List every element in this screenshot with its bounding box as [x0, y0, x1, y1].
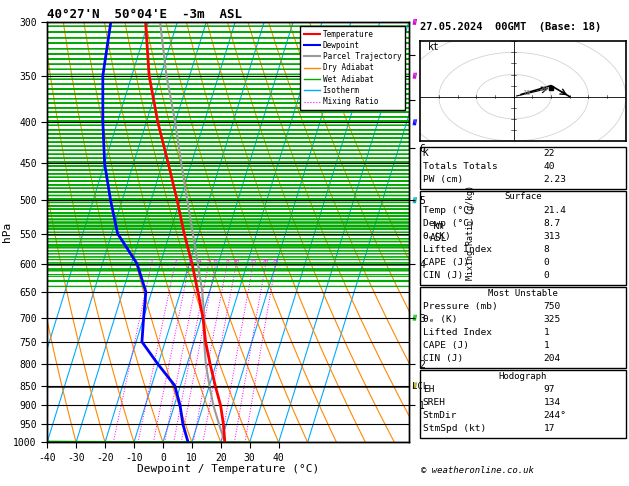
Text: 750: 750 — [543, 302, 561, 311]
Text: 25: 25 — [272, 259, 279, 264]
Text: Lifted Index: Lifted Index — [423, 328, 492, 337]
Text: 15: 15 — [250, 259, 257, 264]
Text: kt: kt — [428, 42, 440, 52]
Text: CAPE (J): CAPE (J) — [423, 341, 469, 350]
Text: 1: 1 — [543, 341, 549, 350]
Text: 97: 97 — [543, 385, 555, 394]
Text: 2.23: 2.23 — [543, 175, 567, 184]
Text: 4: 4 — [198, 259, 202, 264]
Text: 6: 6 — [214, 259, 218, 264]
Text: CIN (J): CIN (J) — [423, 354, 463, 364]
Text: 20: 20 — [539, 86, 548, 92]
Text: 10: 10 — [523, 90, 531, 96]
Text: StmSpd (kt): StmSpd (kt) — [423, 424, 486, 434]
Text: Dewp (°C): Dewp (°C) — [423, 219, 474, 228]
Text: 22: 22 — [543, 149, 555, 158]
Text: θₑ (K): θₑ (K) — [423, 315, 457, 324]
Y-axis label: km
ASL: km ASL — [430, 221, 448, 243]
Text: Lifted Index: Lifted Index — [423, 245, 492, 254]
Text: 1: 1 — [543, 328, 549, 337]
Text: 0: 0 — [543, 271, 549, 280]
Text: 313: 313 — [543, 232, 561, 241]
Text: Surface: Surface — [504, 192, 542, 202]
Text: 40: 40 — [543, 162, 555, 171]
Text: Most Unstable: Most Unstable — [488, 289, 558, 298]
Text: 1: 1 — [150, 259, 153, 264]
Text: Totals Totals: Totals Totals — [423, 162, 498, 171]
Text: PW (cm): PW (cm) — [423, 175, 463, 184]
Text: Pressure (mb): Pressure (mb) — [423, 302, 498, 311]
Legend: Temperature, Dewpoint, Parcel Trajectory, Dry Adiabat, Wet Adiabat, Isotherm, Mi: Temperature, Dewpoint, Parcel Trajectory… — [301, 26, 405, 110]
Text: 5: 5 — [207, 259, 210, 264]
Text: SREH: SREH — [423, 398, 446, 407]
Text: 40°27'N  50°04'E  -3m  ASL: 40°27'N 50°04'E -3m ASL — [47, 8, 242, 21]
Text: θₑ(K): θₑ(K) — [423, 232, 452, 241]
Text: 8: 8 — [225, 259, 229, 264]
Text: CIN (J): CIN (J) — [423, 271, 463, 280]
Y-axis label: hPa: hPa — [2, 222, 12, 242]
X-axis label: Dewpoint / Temperature (°C): Dewpoint / Temperature (°C) — [137, 464, 319, 474]
Text: 10: 10 — [232, 259, 240, 264]
Text: Temp (°C): Temp (°C) — [423, 206, 474, 215]
Text: K: K — [423, 149, 428, 158]
Text: 325: 325 — [543, 315, 561, 324]
Text: Mixing Ratio (g/kg): Mixing Ratio (g/kg) — [466, 185, 475, 279]
Text: 8.7: 8.7 — [543, 219, 561, 228]
Text: 244°: 244° — [543, 411, 567, 420]
Text: 2: 2 — [173, 259, 177, 264]
Text: 27.05.2024  00GMT  (Base: 18): 27.05.2024 00GMT (Base: 18) — [420, 22, 601, 32]
Text: Hodograph: Hodograph — [499, 372, 547, 381]
Text: 3: 3 — [187, 259, 191, 264]
Text: 20: 20 — [262, 259, 269, 264]
Text: CAPE (J): CAPE (J) — [423, 258, 469, 267]
Text: 204: 204 — [543, 354, 561, 364]
Text: StmDir: StmDir — [423, 411, 457, 420]
Text: 17: 17 — [543, 424, 555, 434]
Text: 0: 0 — [543, 258, 549, 267]
Text: 8: 8 — [543, 245, 549, 254]
Text: 134: 134 — [543, 398, 561, 407]
Text: © weatheronline.co.uk: © weatheronline.co.uk — [421, 466, 534, 475]
Text: LCL: LCL — [413, 382, 428, 391]
Text: EH: EH — [423, 385, 434, 394]
Text: 21.4: 21.4 — [543, 206, 567, 215]
